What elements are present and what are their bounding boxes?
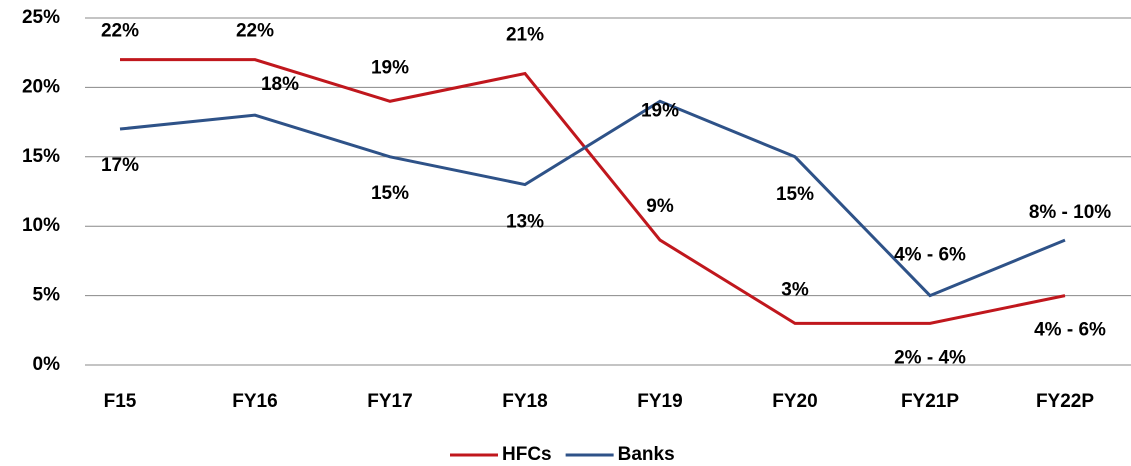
data-label: 21%	[506, 25, 544, 46]
x-tick-label: FY22P	[1036, 391, 1094, 412]
x-tick-label: FY16	[232, 391, 277, 412]
x-tick-label: FY21P	[901, 391, 959, 412]
data-label: 22%	[101, 21, 139, 42]
series-line	[120, 58, 1066, 325]
data-label: 2% - 4%	[894, 347, 966, 368]
series-line	[119, 99, 1066, 298]
data-label: 22%	[236, 21, 274, 42]
data-label: 18%	[261, 74, 299, 95]
x-tick-label: FY18	[502, 391, 547, 412]
x-tick-label: FY17	[367, 391, 412, 412]
y-tick-label: 25%	[22, 7, 60, 28]
y-tick-label: 0%	[33, 354, 61, 375]
data-label: 4% - 6%	[894, 245, 966, 266]
y-tick-label: 20%	[22, 76, 60, 97]
data-label: 13%	[506, 212, 544, 233]
data-label: 9%	[646, 196, 674, 217]
y-tick-label: 15%	[22, 146, 60, 167]
x-tick-label: F15	[104, 391, 137, 412]
data-label: 19%	[371, 57, 409, 78]
data-label: 8% - 10%	[1029, 202, 1111, 223]
x-tick-label: FY20	[772, 391, 817, 412]
data-label: 15%	[776, 184, 814, 205]
legend-label: HFCs	[502, 444, 552, 465]
data-label: 3%	[781, 279, 809, 300]
data-label: 15%	[371, 183, 409, 204]
y-tick-label: 5%	[33, 285, 61, 306]
y-tick-label: 10%	[22, 215, 60, 236]
legend-label: Banks	[618, 444, 675, 465]
data-label: 4% - 6%	[1034, 320, 1106, 341]
x-tick-label: FY19	[637, 391, 682, 412]
data-label: 17%	[101, 155, 139, 176]
data-label: 19%	[641, 100, 679, 121]
